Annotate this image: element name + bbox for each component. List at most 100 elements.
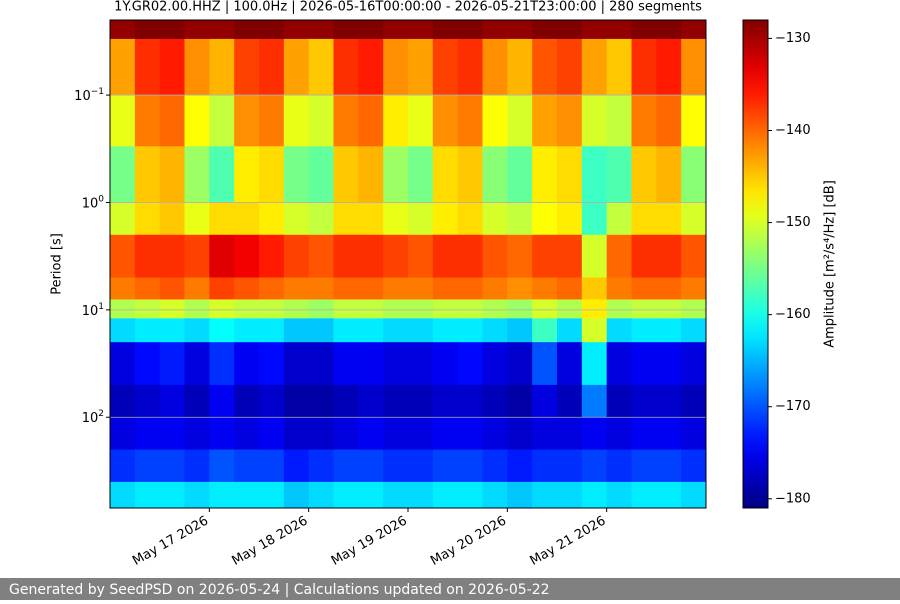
cell	[209, 342, 235, 386]
cell	[209, 481, 235, 509]
cell	[482, 20, 508, 40]
cell	[432, 342, 459, 386]
cell	[184, 95, 210, 147]
cell	[532, 449, 558, 483]
cell	[507, 38, 533, 96]
cell	[383, 417, 409, 451]
cell	[333, 299, 359, 319]
cell	[259, 277, 285, 300]
cell	[432, 318, 459, 343]
cell	[308, 481, 334, 509]
cell	[581, 20, 608, 40]
colorbar-tick-label: −130	[775, 31, 811, 46]
x-tick-label: May 19 2026	[329, 514, 410, 569]
cell	[358, 95, 384, 147]
cell	[209, 449, 235, 483]
cell	[283, 299, 310, 319]
cell	[308, 95, 334, 147]
cell	[259, 38, 285, 96]
cell	[507, 20, 533, 40]
cell	[333, 384, 359, 418]
cell	[209, 234, 235, 279]
cell	[184, 299, 210, 319]
x-tick-label: May 17 2026	[130, 514, 211, 569]
cell	[681, 234, 707, 279]
cell	[482, 449, 508, 483]
cell	[184, 277, 210, 300]
cell	[110, 481, 136, 509]
cell	[333, 38, 359, 96]
cell	[482, 318, 508, 343]
cell	[507, 146, 533, 203]
cell	[259, 95, 285, 147]
cell	[408, 384, 434, 418]
cell	[383, 481, 409, 509]
cell	[606, 202, 632, 236]
cell	[358, 38, 384, 96]
cell	[408, 417, 434, 451]
cell	[234, 277, 260, 300]
cell	[482, 277, 508, 300]
cell	[184, 417, 210, 451]
cell	[432, 481, 459, 509]
cell	[681, 449, 707, 483]
cell	[408, 95, 434, 147]
cell	[308, 342, 334, 386]
cell	[184, 481, 210, 509]
cell	[110, 234, 136, 279]
cell	[308, 384, 334, 418]
cell	[581, 277, 608, 300]
cell	[333, 234, 359, 279]
cell	[457, 38, 483, 96]
y-tick-label: 102	[82, 409, 104, 426]
cell	[532, 299, 558, 319]
cell	[134, 481, 161, 509]
cell	[110, 299, 136, 319]
cell	[432, 20, 459, 40]
cell	[557, 38, 583, 96]
cell	[457, 449, 483, 483]
cell	[432, 38, 459, 96]
y-axis-label: Period [s]	[50, 233, 65, 295]
colorbar-tick-label: −160	[775, 307, 811, 322]
cell	[209, 38, 235, 96]
cell	[606, 417, 632, 451]
cell	[308, 146, 334, 203]
cell	[110, 38, 136, 96]
cell	[606, 20, 632, 40]
cell	[631, 146, 657, 203]
cell	[383, 277, 409, 300]
cell	[383, 449, 409, 483]
cell	[631, 342, 657, 386]
cell	[457, 20, 483, 40]
cell	[209, 146, 235, 203]
cell	[283, 234, 310, 279]
cell	[184, 234, 210, 279]
cell	[209, 318, 235, 343]
cell	[581, 342, 608, 386]
cell	[110, 277, 136, 300]
cell	[432, 417, 459, 451]
cell	[358, 234, 384, 279]
cell	[134, 417, 161, 451]
cell	[159, 38, 185, 96]
cell	[631, 202, 657, 236]
tick-exponent: 1	[98, 302, 104, 312]
cell	[532, 20, 558, 40]
cell	[557, 277, 583, 300]
cell	[308, 277, 334, 300]
cell	[159, 277, 185, 300]
cell	[482, 481, 508, 509]
cell	[606, 318, 632, 343]
cell	[110, 318, 136, 343]
cell	[581, 299, 608, 319]
cell	[234, 299, 260, 319]
cell	[159, 384, 185, 418]
cell	[333, 481, 359, 509]
cell	[532, 417, 558, 451]
cell	[283, 342, 310, 386]
cell	[606, 481, 632, 509]
cell	[656, 481, 682, 509]
cell	[383, 318, 409, 343]
cell	[308, 299, 334, 319]
